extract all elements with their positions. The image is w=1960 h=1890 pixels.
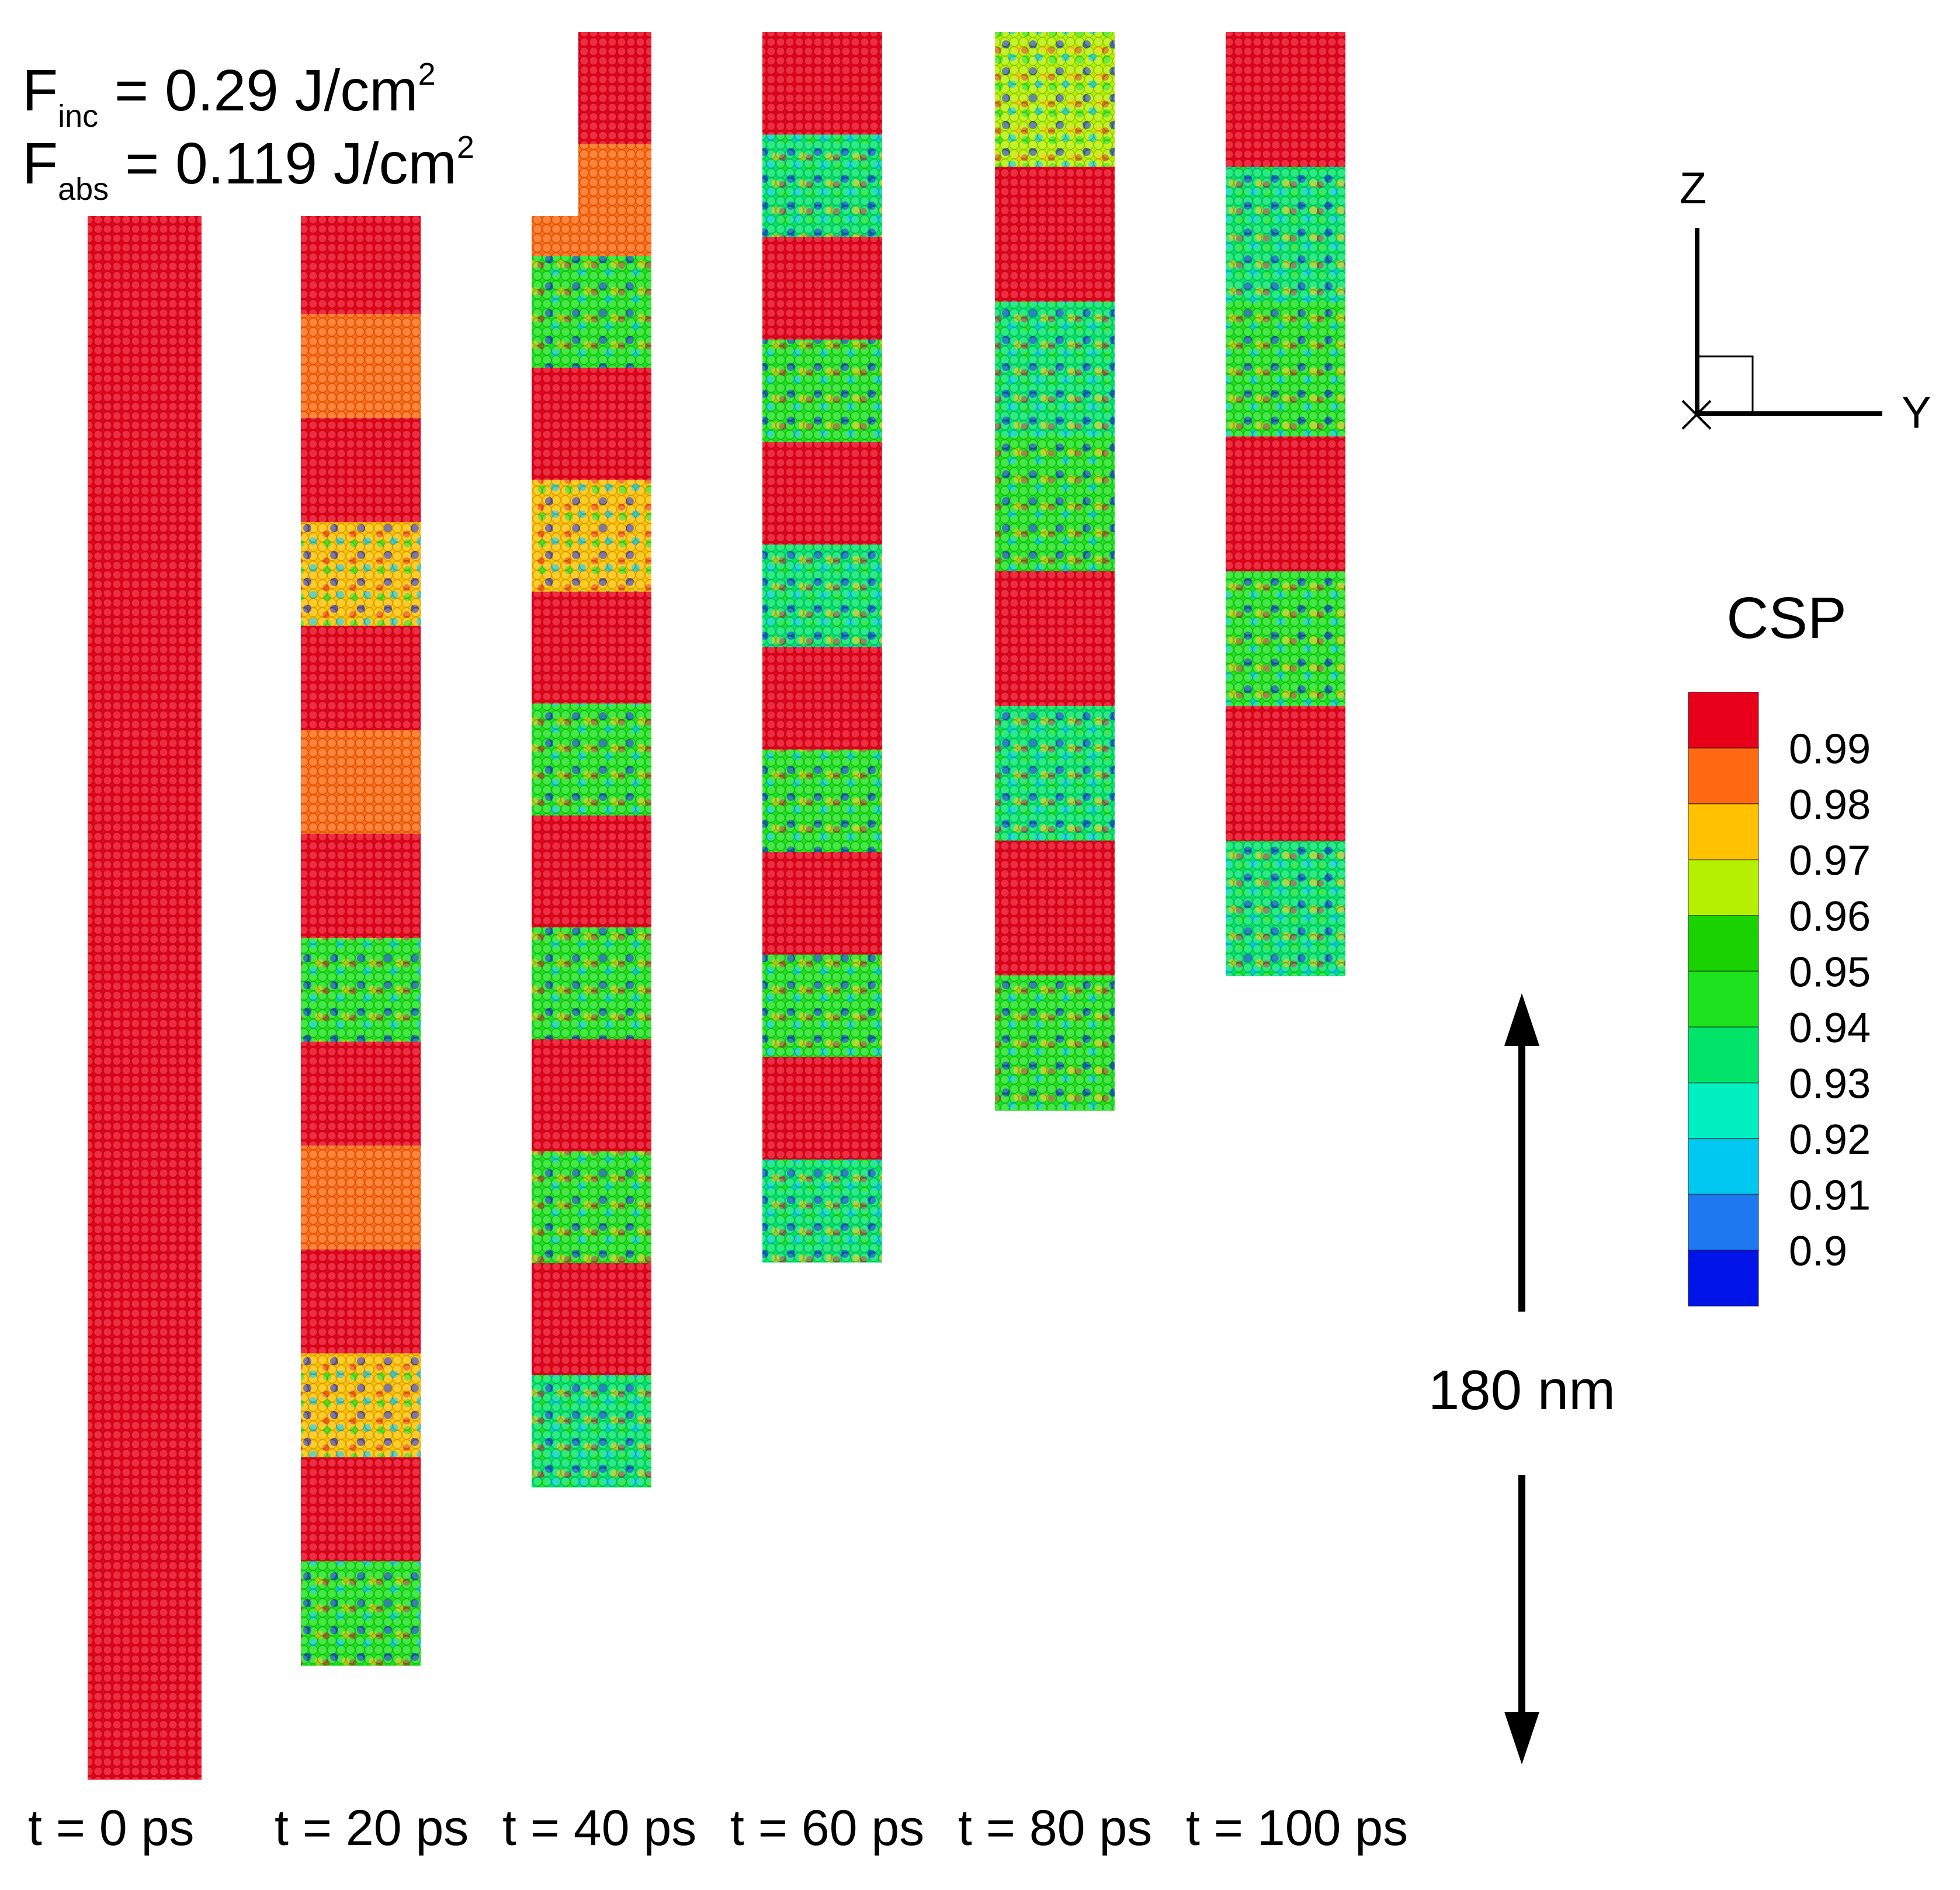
nanowire-20ps — [301, 210, 421, 1666]
nanowire-columns — [88, 32, 1345, 1780]
z-axis-label: Z — [1680, 164, 1706, 213]
colorbar-swatch — [1688, 692, 1759, 749]
atom-texture — [995, 32, 1115, 1110]
atom-texture — [532, 32, 651, 1487]
axis-triad: Z Y — [1680, 164, 1931, 438]
colorbar-title: CSP — [1726, 585, 1847, 651]
time-label: t = 100 ps — [1186, 1800, 1409, 1856]
colorbar-tick-label: 0.96 — [1789, 893, 1871, 940]
fluence-annotation: Finc = 0.29 J/cm2 Fabs = 0.119 J/cm2 — [0, 0, 578, 216]
absorbed-fluence: Fabs = 0.119 J/cm2 — [22, 130, 474, 207]
scale-label: 180 nm — [1428, 1359, 1615, 1421]
colorbar-swatch — [1688, 915, 1759, 972]
incident-fluence: Finc = 0.29 J/cm2 — [22, 57, 436, 134]
nanowire-40ps — [532, 32, 651, 1487]
time-label: t = 0 ps — [28, 1800, 195, 1856]
nanowire-60ps — [762, 32, 882, 1263]
colorbar-swatch — [1688, 1027, 1759, 1084]
colorbar-tick-label: 0.92 — [1789, 1116, 1871, 1163]
colorbar-swatch — [1688, 747, 1759, 804]
colorbar-swatches — [1688, 692, 1759, 1307]
time-labels: t = 0 ps t = 20 ps t = 40 ps t = 60 ps t… — [0, 1799, 1461, 1870]
time-label: t = 60 ps — [730, 1800, 925, 1856]
colorbar-tick-label: 0.9 — [1789, 1228, 1847, 1275]
atom-texture — [88, 210, 202, 1779]
colorbar-tick-label: 0.93 — [1789, 1061, 1871, 1108]
time-label: t = 80 ps — [958, 1800, 1153, 1856]
colorbar-swatch — [1688, 1194, 1759, 1251]
atom-texture — [301, 210, 421, 1665]
nanowire-100ps — [1226, 32, 1345, 976]
colorbar-swatch — [1688, 1082, 1759, 1139]
scale-arrow-bottom — [1504, 1712, 1539, 1764]
colorbar-swatch — [1688, 859, 1759, 916]
colorbar: CSP 0.99 0.98 0.97 0.96 0.95 0.94 0.93 0.92 0.91… — [1688, 585, 1871, 1307]
colorbar-tick-label: 0.95 — [1789, 949, 1871, 996]
time-label: t = 40 ps — [502, 1800, 697, 1856]
nanowire-0ps — [88, 210, 202, 1780]
nanowire-80ps — [995, 32, 1115, 1111]
colorbar-swatch — [1688, 1250, 1759, 1307]
scale-bar: 180 nm — [1428, 993, 1615, 1764]
colorbar-swatch — [1688, 803, 1759, 861]
colorbar-swatch — [1688, 970, 1759, 1028]
atom-texture — [762, 32, 882, 1262]
colorbar-tick-label: 0.98 — [1789, 782, 1871, 828]
colorbar-ticks: 0.99 0.98 0.97 0.96 0.95 0.94 0.93 0.92 0.91 0.9 — [1789, 726, 1871, 1275]
y-axis-label: Y — [1902, 388, 1931, 438]
colorbar-tick-label: 0.97 — [1789, 838, 1871, 885]
colorbar-tick-label: 0.94 — [1789, 1005, 1871, 1052]
atom-texture — [1226, 32, 1345, 976]
colorbar-tick-label: 0.99 — [1789, 726, 1871, 773]
time-label: t = 20 ps — [275, 1800, 469, 1856]
scale-arrow-top — [1504, 993, 1539, 1046]
colorbar-tick-label: 0.91 — [1789, 1173, 1871, 1219]
axis-origin-box — [1696, 355, 1754, 415]
colorbar-swatch — [1688, 1138, 1759, 1195]
